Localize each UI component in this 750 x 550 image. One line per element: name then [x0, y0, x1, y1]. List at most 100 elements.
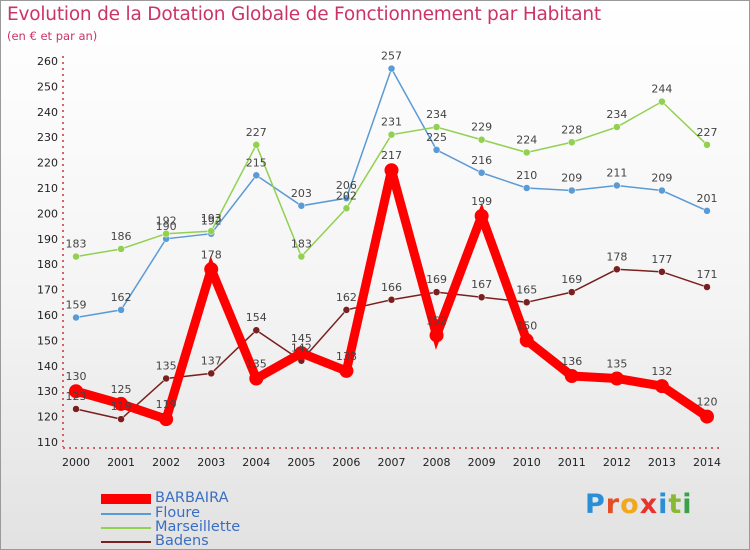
y-tick-label: 260 — [37, 55, 58, 68]
data-point-badens — [72, 405, 80, 413]
x-tick-label: 2010 — [513, 456, 541, 469]
data-point-floure — [477, 169, 486, 177]
data-label-badens: 169 — [561, 273, 582, 286]
data-point-badens — [477, 293, 486, 301]
data-point-barbaira — [474, 208, 489, 223]
data-label-floure: 162 — [111, 291, 132, 304]
data-label-barbaira: 130 — [66, 370, 87, 383]
data-point-badens — [342, 306, 351, 314]
data-label-barbaira: 132 — [651, 365, 672, 378]
data-point-barbaira — [654, 379, 669, 394]
x-tick-label: 2002 — [152, 456, 180, 469]
data-label-marseillette: 227 — [697, 126, 718, 139]
data-point-barbaira — [564, 368, 579, 383]
data-point-barbaira — [114, 396, 129, 411]
data-label-barbaira: 217 — [381, 149, 402, 162]
chart-title: Evolution de la Dotation Globale de Fonc… — [7, 4, 601, 25]
legend-label: BARBAIRA — [155, 490, 229, 506]
data-point-badens — [162, 374, 170, 383]
data-point-floure — [432, 146, 441, 154]
x-tick-label: 2004 — [242, 456, 270, 469]
data-point-marseillette — [162, 229, 170, 238]
y-tick-label: 240 — [37, 106, 58, 119]
data-label-marseillette: 231 — [381, 116, 402, 129]
x-tick-label: 2009 — [468, 456, 496, 469]
data-label-marseillette: 224 — [516, 133, 537, 146]
data-label-barbaira: 135 — [246, 358, 267, 371]
x-tick-label: 2006 — [332, 456, 360, 469]
data-label-barbaira: 150 — [516, 319, 537, 332]
data-label-marseillette: 229 — [471, 121, 492, 134]
chart-subtitle: (en € et par an) — [7, 29, 98, 43]
data-point-barbaira — [429, 328, 444, 343]
y-tick-label: 250 — [37, 80, 58, 93]
x-tick-label: 2014 — [693, 456, 721, 469]
data-label-floure: 215 — [246, 156, 267, 169]
data-point-marseillette — [658, 97, 666, 106]
data-point-marseillette — [703, 141, 711, 149]
x-tick-label: 2005 — [287, 456, 315, 469]
data-label-badens: 162 — [336, 291, 357, 304]
data-label-badens: 177 — [651, 253, 672, 266]
data-label-barbaira: 145 — [291, 332, 312, 345]
data-label-badens: 166 — [381, 281, 402, 294]
y-tick-label: 200 — [37, 207, 58, 220]
data-point-floure — [297, 202, 306, 210]
y-tick-label: 230 — [37, 131, 58, 144]
y-tick-label: 190 — [37, 233, 58, 246]
data-point-marseillette — [477, 135, 486, 144]
legend-label: Marseillette — [155, 519, 241, 535]
data-label-marseillette: 244 — [651, 83, 672, 96]
data-point-badens — [703, 283, 711, 291]
y-tick-label: 130 — [37, 385, 58, 398]
data-point-floure — [658, 186, 666, 195]
legend-label: Floure — [155, 505, 200, 521]
data-point-floure — [522, 184, 531, 192]
data-point-marseillette — [568, 138, 576, 147]
data-point-marseillette — [72, 252, 80, 261]
data-point-barbaira — [700, 409, 714, 424]
legend-swatch — [101, 541, 151, 543]
data-point-barbaira — [384, 163, 399, 178]
data-label-floure: 206 — [336, 179, 357, 192]
data-point-badens — [207, 369, 215, 378]
x-tick-label: 2011 — [558, 456, 586, 469]
data-label-barbaira: 125 — [111, 383, 132, 396]
data-label-barbaira: 178 — [201, 248, 222, 261]
data-label-badens: 178 — [606, 250, 627, 263]
data-label-floure: 192 — [201, 215, 222, 228]
data-label-badens: 167 — [471, 278, 492, 291]
data-label-barbaira: 199 — [471, 195, 492, 208]
data-point-badens — [432, 288, 441, 296]
data-point-barbaira — [339, 363, 354, 378]
data-label-floure: 216 — [471, 154, 492, 167]
data-point-marseillette — [432, 123, 441, 131]
x-tick-label: 2001 — [107, 456, 135, 469]
y-tick-label: 120 — [37, 411, 58, 424]
y-tick-label: 210 — [37, 182, 58, 195]
data-point-marseillette — [207, 227, 215, 235]
data-point-badens — [117, 415, 125, 423]
data-point-barbaira — [249, 371, 264, 386]
data-label-badens: 154 — [246, 311, 267, 324]
data-point-marseillette — [387, 130, 396, 139]
data-label-floure: 203 — [291, 187, 312, 200]
data-point-floure — [568, 186, 576, 195]
data-label-marseillette: 193 — [201, 212, 222, 225]
data-label-barbaira: 136 — [561, 355, 582, 368]
data-point-marseillette — [297, 252, 306, 261]
y-tick-label: 180 — [37, 258, 58, 271]
data-label-marseillette: 186 — [111, 230, 132, 243]
data-point-floure — [72, 313, 80, 322]
y-tick-label: 170 — [37, 284, 58, 297]
data-point-floure — [703, 207, 711, 215]
x-tick-label: 2008 — [423, 456, 451, 469]
data-point-marseillette — [522, 148, 531, 157]
data-point-badens — [387, 296, 396, 304]
data-label-badens: 165 — [516, 283, 537, 296]
data-point-floure — [117, 306, 125, 314]
data-label-floure: 190 — [156, 220, 177, 233]
data-label-marseillette: 227 — [246, 126, 267, 139]
data-point-barbaira — [204, 262, 219, 277]
